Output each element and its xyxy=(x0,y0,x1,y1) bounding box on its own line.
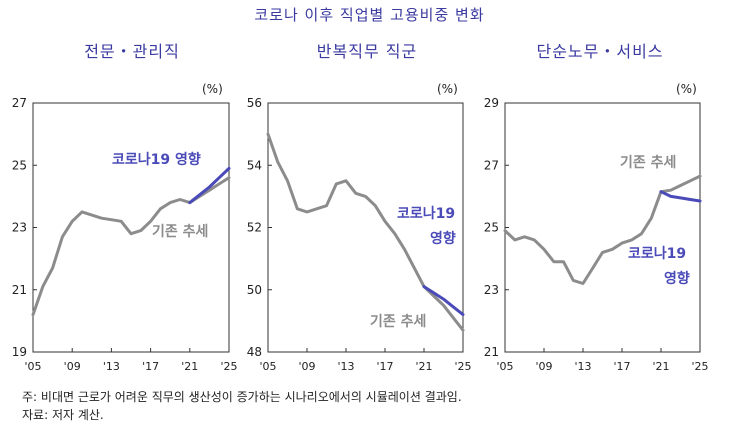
x-tick-label-3-1: '09 xyxy=(535,360,552,373)
y-tick-label-1-1: 21 xyxy=(12,283,27,297)
x-tick-label-2-5: '25 xyxy=(454,360,471,373)
panel-title-2: 반복직무 직군 xyxy=(316,42,418,61)
y-tick-label-1-2: 23 xyxy=(12,221,27,235)
y-tick-label-1-4: 27 xyxy=(12,96,27,110)
unit-label-2: (%) xyxy=(437,82,458,96)
annotation-2-0: 코로나19 xyxy=(397,206,455,222)
x-tick-label-1-3: '17 xyxy=(142,360,159,373)
annotation-3-1: 코로나19 xyxy=(628,246,686,262)
y-tick-label-2-3: 54 xyxy=(247,158,262,172)
panel-title-1: 전문・관리직 xyxy=(84,42,180,61)
y-tick-label-3-3: 27 xyxy=(484,158,499,172)
series-line-3-covid xyxy=(659,190,702,203)
x-tick-label-1-4: '21 xyxy=(181,360,198,373)
x-tick-label-3-5: '25 xyxy=(691,360,708,373)
x-tick-label-2-3: '17 xyxy=(376,360,393,373)
x-tick-label-2-2: '13 xyxy=(337,360,354,373)
series-line-2-baseline xyxy=(266,132,465,332)
y-tick-label-3-4: 29 xyxy=(484,96,499,110)
y-tick-label-2-1: 50 xyxy=(247,283,262,297)
main-title: 코로나 이후 직업별 고용비중 변화 xyxy=(254,6,485,24)
x-tick-label-1-2: '13 xyxy=(103,360,120,373)
y-tick-label-3-0: 21 xyxy=(484,345,499,359)
x-tick-label-3-3: '17 xyxy=(613,360,630,373)
x-tick-label-2-1: '09 xyxy=(298,360,315,373)
x-tick-label-2-4: '21 xyxy=(415,360,432,373)
annotation-2-1: 영향 xyxy=(430,230,456,247)
annotation-3-0: 기존 추세 xyxy=(620,155,676,171)
series-line-1-baseline xyxy=(31,176,231,317)
plot-frame-2 xyxy=(267,102,464,353)
plot-frame-3 xyxy=(504,102,701,353)
footnote-source: 자료: 저자 계산. xyxy=(22,408,104,422)
series-line-3-baseline xyxy=(503,174,702,285)
y-tick-label-3-2: 25 xyxy=(484,221,499,235)
unit-label-1: (%) xyxy=(202,82,223,96)
series-line-2-covid xyxy=(422,285,465,317)
x-tick-label-3-0: '05 xyxy=(496,360,513,373)
footnote-note: 주: 비대면 근로가 어려운 직무의 생산성이 증가하는 시나리오에서의 시뮬레… xyxy=(22,390,462,404)
y-tick-label-3-1: 23 xyxy=(484,283,499,297)
annotation-3-2: 영향 xyxy=(664,270,690,287)
series-line-1-covid xyxy=(188,166,231,205)
unit-label-3: (%) xyxy=(676,82,697,96)
annotation-2-2: 기존 추세 xyxy=(370,314,426,330)
annotation-1-1: 기존 추세 xyxy=(152,224,208,240)
panel-title-3: 단순노무・서비스 xyxy=(536,42,664,61)
y-tick-label-2-2: 52 xyxy=(247,221,262,235)
y-tick-label-1-3: 25 xyxy=(12,158,27,172)
x-tick-label-1-5: '25 xyxy=(220,360,237,373)
annotation-1-0: 코로나19 영향 xyxy=(112,151,201,168)
y-tick-label-2-4: 56 xyxy=(247,96,262,110)
y-tick-label-2-0: 48 xyxy=(247,345,262,359)
x-tick-label-1-1: '09 xyxy=(64,360,81,373)
y-tick-label-1-0: 19 xyxy=(12,345,27,359)
x-tick-label-2-0: '05 xyxy=(259,360,276,373)
x-tick-label-1-0: '05 xyxy=(24,360,41,373)
x-tick-label-3-2: '13 xyxy=(574,360,591,373)
x-tick-label-3-4: '21 xyxy=(652,360,669,373)
